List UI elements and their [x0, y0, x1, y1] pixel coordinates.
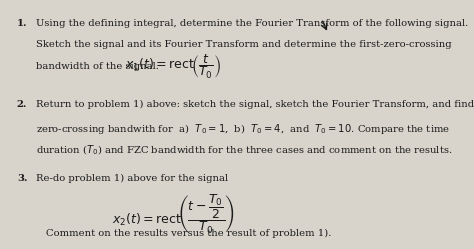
Text: Comment on the results versus the result of problem 1).: Comment on the results versus the result… — [46, 229, 331, 238]
Text: duration ($T_0$) and FZC bandwidth for the three cases and comment on the result: duration ($T_0$) and FZC bandwidth for t… — [36, 143, 452, 157]
Text: bandwidth of the signal.: bandwidth of the signal. — [36, 62, 159, 71]
Text: 2.: 2. — [17, 100, 27, 109]
Text: $x_2(t) = \mathrm{rect}\!\left(\dfrac{t - \dfrac{T_0}{2}}{T_0}\right)$: $x_2(t) = \mathrm{rect}\!\left(\dfrac{t … — [112, 193, 235, 236]
Text: Sketch the signal and its Fourier Transform and determine the first-zero-crossin: Sketch the signal and its Fourier Transf… — [36, 40, 451, 49]
Text: Using the defining integral, determine the Fourier Transform of the following si: Using the defining integral, determine t… — [36, 19, 468, 28]
Text: Re-do problem 1) above for the signal: Re-do problem 1) above for the signal — [36, 174, 228, 183]
Text: $x_1(t) = \mathrm{rect}\!\left(\dfrac{t}{T_0}\right)$: $x_1(t) = \mathrm{rect}\!\left(\dfrac{t}… — [125, 53, 221, 81]
Text: 3.: 3. — [17, 174, 27, 183]
Text: zero-crossing bandwith for  a)  $T_0 = 1$,  b)  $T_0 = 4$,  and  $T_0 = 10$. Com: zero-crossing bandwith for a) $T_0 = 1$,… — [36, 122, 450, 135]
Text: 1.: 1. — [17, 19, 27, 28]
Text: Return to problem 1) above: sketch the signal, sketch the Fourier Transform, and: Return to problem 1) above: sketch the s… — [36, 100, 474, 109]
